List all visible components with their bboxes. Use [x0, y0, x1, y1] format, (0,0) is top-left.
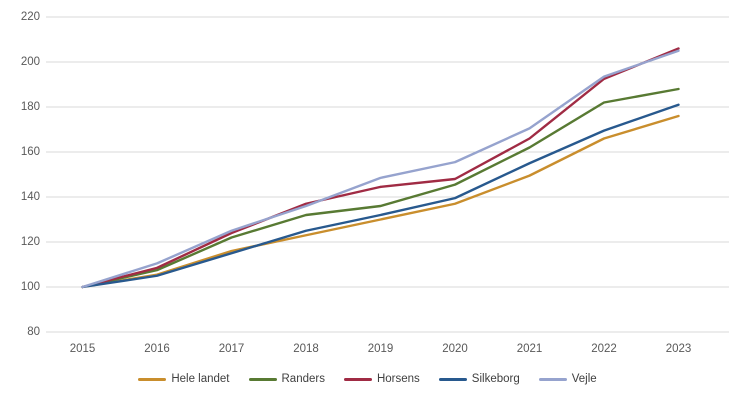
legend-label: Silkeborg	[471, 373, 520, 385]
series-line-randers	[81, 87, 680, 289]
y-tick-label: 180	[20, 101, 40, 113]
x-tick-label: 2021	[516, 343, 543, 355]
x-tick-label: 2020	[442, 343, 468, 355]
x-tick-label: 2023	[665, 343, 692, 355]
y-tick-label: 80	[27, 326, 40, 338]
legend-item: Silkeborg	[438, 372, 520, 386]
y-tick-label: 220	[20, 11, 40, 23]
x-tick-label: 2015	[69, 343, 96, 355]
series-line-hele-landet	[81, 114, 680, 289]
legend-label: Randers	[281, 373, 325, 385]
y-tick-label: 160	[20, 146, 40, 158]
legend-line-swatch-icon	[438, 377, 467, 381]
y-tick-label: 100	[20, 281, 40, 293]
x-tick-label: 2017	[218, 343, 245, 355]
legend-item: Vejle	[538, 372, 597, 386]
legend-line-swatch-icon	[538, 377, 567, 381]
y-tick-label: 120	[20, 236, 40, 248]
x-tick-label: 2016	[144, 343, 170, 355]
series-line-silkeborg	[81, 103, 680, 289]
legend-line-swatch-icon	[138, 377, 167, 381]
series-line-horsens	[81, 47, 680, 289]
legend-item: Hele landet	[138, 372, 230, 386]
x-tick-label: 2022	[591, 343, 617, 355]
y-tick-label: 200	[20, 56, 40, 68]
chart-legend: Hele landet Randers Horsens Silkeborg Ve…	[0, 372, 735, 386]
legend-label: Vejle	[571, 373, 597, 385]
y-tick-label: 140	[20, 191, 40, 203]
legend-item: Horsens	[343, 372, 420, 386]
series-line-vejle	[81, 49, 680, 289]
legend-line-swatch-icon	[248, 377, 277, 381]
legend-line-swatch-icon	[343, 377, 372, 381]
legend-item: Randers	[248, 372, 325, 386]
x-tick-label: 2019	[367, 343, 394, 355]
legend-label: Horsens	[376, 373, 420, 385]
legend-label: Hele landet	[171, 373, 230, 385]
x-tick-label: 2018	[293, 343, 319, 355]
